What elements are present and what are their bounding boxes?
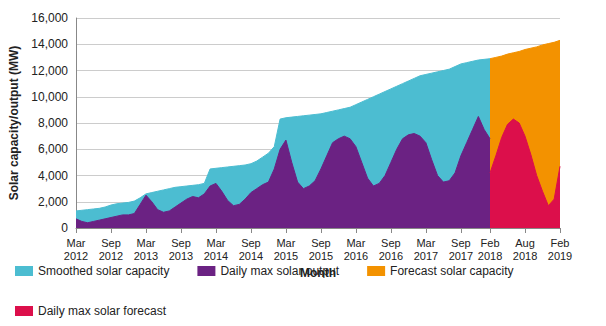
svg-text:Mar: Mar <box>346 237 365 249</box>
svg-text:2015: 2015 <box>309 250 333 262</box>
svg-text:8,000: 8,000 <box>38 116 68 130</box>
svg-text:Smoothed solar capacity: Smoothed solar capacity <box>38 264 169 278</box>
svg-text:Aug: Aug <box>515 237 535 249</box>
svg-text:2,000: 2,000 <box>38 195 68 209</box>
svg-text:2017: 2017 <box>414 250 438 262</box>
svg-text:2016: 2016 <box>379 250 403 262</box>
svg-text:2018: 2018 <box>513 250 537 262</box>
svg-text:Mar: Mar <box>67 237 86 249</box>
svg-text:Mar: Mar <box>276 237 295 249</box>
svg-text:Forecast solar capacity: Forecast solar capacity <box>390 264 513 278</box>
svg-text:4,000: 4,000 <box>38 169 68 183</box>
svg-text:6,000: 6,000 <box>38 142 68 156</box>
svg-text:Sep: Sep <box>241 237 261 249</box>
svg-text:2017: 2017 <box>449 250 473 262</box>
svg-text:Sep: Sep <box>101 237 121 249</box>
svg-text:Daily max solar output: Daily max solar output <box>220 264 339 278</box>
svg-text:2013: 2013 <box>169 250 193 262</box>
svg-text:2014: 2014 <box>239 250 263 262</box>
svg-text:Mar: Mar <box>136 237 155 249</box>
svg-text:Sep: Sep <box>381 237 401 249</box>
svg-text:2012: 2012 <box>99 250 123 262</box>
svg-text:16,000: 16,000 <box>31 11 68 25</box>
svg-text:2015: 2015 <box>274 250 298 262</box>
svg-text:Daily max solar forecast: Daily max solar forecast <box>38 304 167 318</box>
svg-text:0: 0 <box>61 221 68 235</box>
svg-text:14,000: 14,000 <box>31 37 68 51</box>
svg-text:Sep: Sep <box>171 237 191 249</box>
svg-text:2018: 2018 <box>478 250 502 262</box>
svg-text:Feb: Feb <box>481 237 500 249</box>
svg-text:2019: 2019 <box>548 250 572 262</box>
svg-text:Mar: Mar <box>416 237 435 249</box>
svg-text:Solar capacity/output (MW): Solar capacity/output (MW) <box>7 46 21 201</box>
svg-text:2016: 2016 <box>344 250 368 262</box>
svg-text:Sep: Sep <box>451 237 471 249</box>
svg-text:2013: 2013 <box>134 250 158 262</box>
svg-text:Feb: Feb <box>551 237 570 249</box>
svg-text:Mar: Mar <box>206 237 225 249</box>
svg-text:12,000: 12,000 <box>31 64 68 78</box>
svg-text:2012: 2012 <box>64 250 88 262</box>
svg-text:10,000: 10,000 <box>31 90 68 104</box>
svg-text:2014: 2014 <box>204 250 228 262</box>
svg-text:Sep: Sep <box>311 237 331 249</box>
